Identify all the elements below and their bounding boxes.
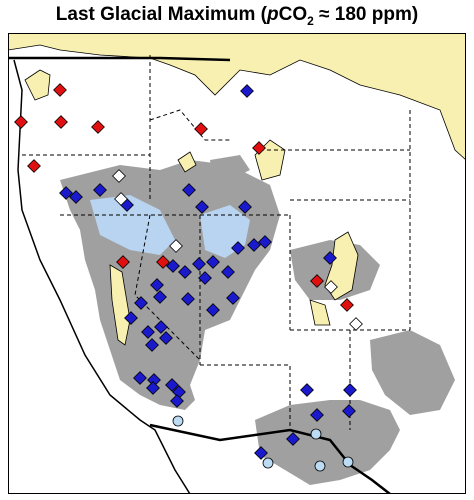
map-body bbox=[8, 33, 466, 494]
red-site bbox=[340, 298, 354, 312]
dry-region bbox=[210, 155, 250, 180]
circle-site bbox=[172, 415, 184, 427]
ice-cap bbox=[177, 151, 197, 173]
red-site bbox=[91, 120, 105, 134]
blue-site bbox=[146, 381, 160, 395]
dry-region bbox=[370, 330, 455, 415]
blue-site bbox=[198, 271, 212, 285]
red-site bbox=[252, 141, 266, 155]
blue-site bbox=[323, 251, 337, 265]
title-main: CO bbox=[279, 4, 308, 25]
blue-site bbox=[343, 383, 357, 397]
blue-site bbox=[206, 255, 220, 269]
blue-site bbox=[59, 186, 73, 200]
white-site bbox=[349, 317, 363, 331]
red-site bbox=[116, 255, 130, 269]
title-prefix: Last Glacial Maximum ( bbox=[56, 4, 268, 25]
title-suffix: ≈ 180 ppm) bbox=[314, 4, 418, 25]
blue-site bbox=[182, 183, 196, 197]
circle-site bbox=[314, 460, 326, 472]
circle-site bbox=[310, 428, 322, 440]
ice-cap bbox=[309, 299, 331, 326]
circle-site bbox=[262, 457, 274, 469]
blue-site bbox=[133, 371, 147, 385]
blue-site bbox=[181, 292, 195, 306]
white-site bbox=[324, 280, 338, 294]
blue-site bbox=[172, 385, 186, 399]
blue-site bbox=[342, 404, 356, 418]
blue-site bbox=[166, 259, 180, 273]
red-site bbox=[14, 115, 28, 129]
red-site bbox=[194, 122, 208, 136]
blue-site bbox=[124, 311, 138, 325]
blue-site bbox=[231, 241, 245, 255]
red-site bbox=[156, 255, 170, 269]
blue-site bbox=[141, 325, 155, 339]
blue-site bbox=[134, 296, 148, 310]
blue-site bbox=[69, 190, 83, 204]
blue-site bbox=[170, 394, 184, 408]
title-italic: p bbox=[266, 4, 279, 25]
white-site bbox=[114, 192, 128, 206]
blue-site bbox=[226, 291, 240, 305]
title-subscript: 2 bbox=[307, 14, 314, 28]
blue-site bbox=[178, 265, 192, 279]
site-markers bbox=[14, 83, 363, 472]
blue-site bbox=[192, 257, 206, 271]
blue-site bbox=[238, 200, 252, 214]
red-site bbox=[54, 115, 68, 129]
red-site bbox=[310, 274, 324, 288]
white-site bbox=[169, 239, 183, 253]
blue-site bbox=[247, 238, 261, 252]
ice-cap bbox=[109, 264, 131, 346]
map-title: Last Glacial Maximum (pCO2 ≈ 180 ppm) bbox=[56, 4, 418, 28]
blue-site bbox=[310, 408, 324, 422]
blue-site bbox=[221, 265, 235, 279]
dry-region bbox=[255, 400, 400, 485]
blue-site bbox=[254, 446, 268, 460]
blue-site bbox=[150, 278, 164, 292]
pluvial-lake bbox=[90, 195, 175, 255]
state-border bbox=[22, 55, 411, 430]
blue-site bbox=[300, 383, 314, 397]
white-site bbox=[112, 169, 126, 183]
red-site bbox=[53, 83, 67, 97]
coastline bbox=[13, 59, 191, 494]
ice-sheet bbox=[8, 33, 466, 161]
blue-site bbox=[93, 183, 107, 197]
blue-site bbox=[165, 378, 179, 392]
blue-site bbox=[195, 200, 209, 214]
ice-lobe bbox=[24, 69, 51, 101]
blue-site bbox=[153, 290, 167, 304]
blue-site bbox=[240, 84, 254, 98]
blue-site bbox=[159, 331, 173, 345]
blue-site bbox=[145, 338, 159, 352]
international-border bbox=[8, 56, 391, 494]
red-site bbox=[27, 159, 41, 173]
blue-site bbox=[258, 235, 272, 249]
circle-site bbox=[342, 456, 354, 468]
dry-region bbox=[60, 160, 280, 410]
blue-site bbox=[206, 303, 220, 317]
blue-site bbox=[147, 373, 161, 387]
blue-site bbox=[154, 320, 168, 334]
blue-site bbox=[286, 432, 300, 446]
